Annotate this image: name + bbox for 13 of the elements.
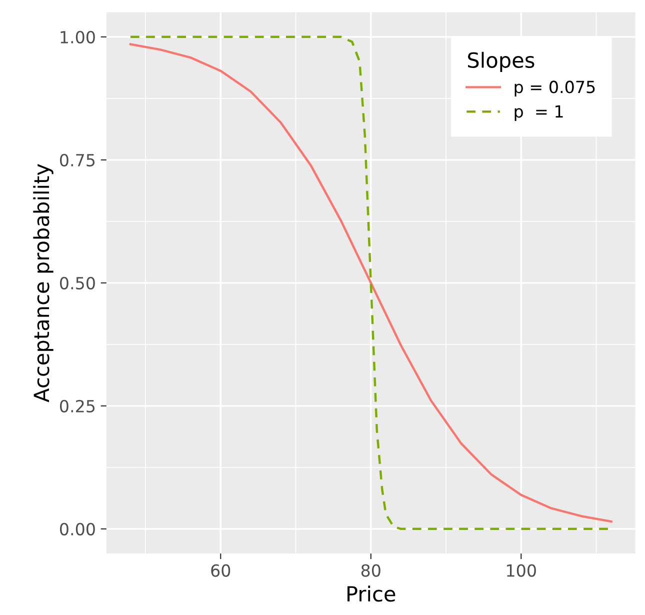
x-tick-label: 100 bbox=[507, 564, 536, 577]
y-axis-title: Acceptance probability bbox=[33, 164, 54, 402]
y-tick-label: 0.75 bbox=[60, 154, 95, 166]
y-tick-label: 0.50 bbox=[60, 276, 95, 290]
y-tick-label: 0.00 bbox=[60, 522, 95, 536]
x-tick-label: 80 bbox=[361, 564, 380, 577]
x-tick-label: 60 bbox=[211, 564, 230, 577]
x-axis-title: Price bbox=[348, 586, 396, 602]
legend-label: p = 0.075 bbox=[514, 80, 595, 96]
legend-label: p = 1 bbox=[514, 105, 563, 121]
legend-title: Slopes bbox=[468, 52, 534, 72]
y-tick-label: 0.25 bbox=[60, 400, 95, 412]
y-tick-label: 1.00 bbox=[60, 30, 95, 44]
